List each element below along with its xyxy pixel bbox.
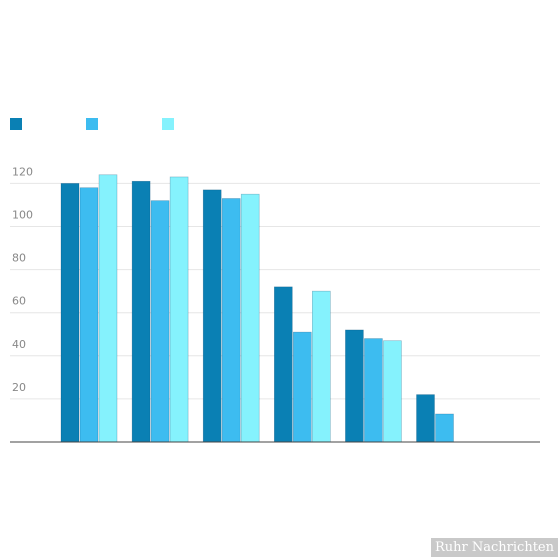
bar [364, 338, 383, 443]
legend-swatch-series-3 [162, 118, 174, 130]
bar [383, 340, 402, 443]
y-tick-label: 60 [12, 295, 26, 308]
y-tick-label: 120 [12, 165, 33, 178]
y-tick-label: 20 [12, 381, 26, 394]
bar [273, 286, 293, 443]
bar [435, 413, 454, 443]
bar [311, 290, 331, 443]
bar [240, 193, 260, 443]
bar [221, 198, 241, 443]
bar [98, 174, 118, 443]
bar [79, 187, 99, 443]
bar [202, 189, 222, 443]
y-tick-label: 40 [12, 338, 26, 351]
y-tick-label: 100 [12, 209, 33, 222]
bar [345, 329, 364, 443]
y-tick-label: 80 [12, 252, 26, 265]
bar [60, 183, 80, 443]
legend-swatch-series-2 [86, 118, 98, 130]
bar [292, 331, 312, 443]
legend-swatch-series-1 [10, 118, 22, 130]
bar [150, 200, 170, 443]
bar [416, 394, 435, 443]
bar [131, 180, 151, 443]
publisher-watermark: Ruhr Nachrichten [431, 538, 558, 557]
bar [169, 176, 189, 443]
